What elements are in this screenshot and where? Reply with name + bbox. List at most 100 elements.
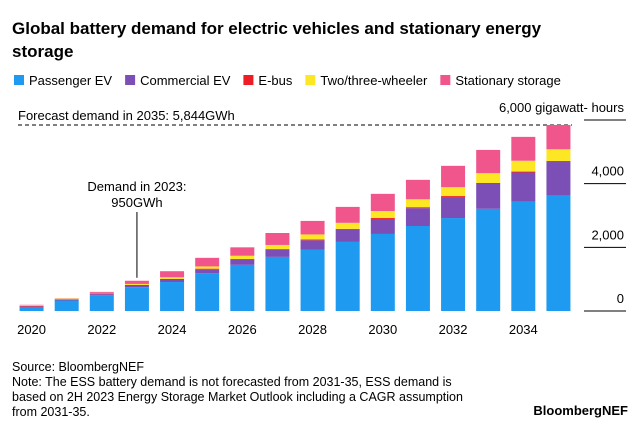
bar-segment (335, 206, 360, 223)
bar-segment (405, 226, 430, 311)
bar-segment (511, 172, 536, 202)
bar-segment (195, 269, 220, 274)
bar-segment (160, 271, 185, 278)
bar-segment (230, 264, 255, 311)
brand: BloombergNEF (533, 403, 628, 418)
bar-segment (546, 162, 571, 196)
bar-segment (160, 277, 185, 279)
bar-segment (300, 239, 325, 241)
bar-segment (335, 241, 360, 311)
note: based on 2H 2023 Energy Storage Market O… (12, 390, 463, 404)
bar-segment (54, 298, 79, 300)
bar-segment (265, 249, 290, 257)
legend-label: Passenger EV (29, 73, 112, 88)
bar-segment (441, 187, 466, 197)
legend-label: E-bus (258, 73, 292, 88)
bar-segment (370, 211, 395, 219)
bar-segment (300, 220, 325, 235)
bar-segment (476, 149, 501, 174)
legend-swatch (440, 75, 451, 85)
bar-segment (511, 201, 536, 311)
bar-segment (230, 247, 255, 256)
bar-segment (160, 282, 185, 311)
x-tick-label: 2030 (368, 322, 397, 337)
annotation: Demand in 2023: (87, 179, 186, 194)
bar-segment (89, 291, 114, 293)
bar-segment (230, 258, 255, 260)
legend-swatch (14, 75, 24, 85)
bar-segment (405, 179, 430, 200)
bar-segment (230, 255, 255, 259)
bar-segment (441, 165, 466, 188)
bar-segment (54, 299, 79, 300)
legend-label: Stationary storage (455, 73, 561, 88)
x-tick-label: 2034 (509, 322, 538, 337)
bar-segment (335, 228, 360, 230)
legend-label: Two/three-wheeler (320, 73, 428, 88)
bar-segment (546, 195, 571, 311)
bar-segment (89, 295, 114, 311)
bar-segment (441, 196, 466, 198)
bar-segment (19, 305, 44, 307)
bar-segment (19, 306, 44, 311)
chart-title: storage (12, 42, 73, 61)
bar-segment (511, 160, 536, 172)
x-tick-label: 2024 (158, 322, 187, 337)
legend-swatch (125, 75, 136, 85)
bar-segment (265, 244, 290, 250)
bar-segment (124, 284, 149, 286)
bar-segment (195, 266, 220, 269)
note: from 2031-35. (12, 405, 90, 419)
bar-segment (370, 193, 395, 212)
bar-segment (546, 161, 571, 163)
bar-segment (441, 218, 466, 311)
bar-segment (124, 283, 149, 285)
bar-segment (405, 207, 430, 209)
bar-segment (335, 229, 360, 242)
bar-segment (160, 279, 185, 283)
x-tick-label: 2032 (439, 322, 468, 337)
source: Source: BloombergNEF (12, 360, 144, 374)
x-tick-label: 2020 (17, 322, 46, 337)
x-tick-label: 2028 (298, 322, 327, 337)
bar-segment (300, 240, 325, 250)
bar-segment (124, 287, 149, 311)
bar-segment (405, 199, 430, 208)
bar-segment (54, 299, 79, 301)
bar-segment (370, 218, 395, 220)
bar-segment (230, 259, 255, 265)
bar-segment (124, 280, 149, 284)
bar-segment (405, 208, 430, 227)
note: Note: The ESS battery demand is not fore… (12, 375, 452, 389)
x-tick-label: 2022 (87, 322, 116, 337)
bar-segment (300, 234, 325, 240)
bar-segment (476, 183, 501, 209)
bar-segment (441, 197, 466, 219)
annotation: 950GWh (111, 195, 162, 210)
y-tick-label: 6,000 gigawatt- hours (499, 100, 625, 115)
bar-segment (300, 249, 325, 311)
y-tick-label: 2,000 (591, 227, 624, 242)
chart-title: Global battery demand for electric vehic… (12, 19, 542, 38)
bar-segment (195, 273, 220, 311)
bar-segment (54, 300, 79, 311)
bar-segment (370, 219, 395, 234)
x-tick-label: 2026 (228, 322, 257, 337)
bar-segment (476, 208, 501, 311)
bar-segment (476, 183, 501, 184)
bar-segment (124, 285, 149, 288)
bar-segment (335, 222, 360, 229)
bar-segment (370, 233, 395, 311)
bar-segment (265, 256, 290, 311)
legend-swatch (305, 75, 316, 85)
bar-segment (195, 268, 220, 270)
legend-label: Commercial EV (140, 73, 231, 88)
bar-segment (19, 305, 44, 306)
bar-segment (265, 249, 290, 250)
bar-segment (476, 173, 501, 184)
bar-segment (160, 278, 185, 280)
y-tick-label: 0 (617, 291, 624, 306)
bar-segment (511, 136, 536, 161)
bar-segment (89, 292, 114, 294)
